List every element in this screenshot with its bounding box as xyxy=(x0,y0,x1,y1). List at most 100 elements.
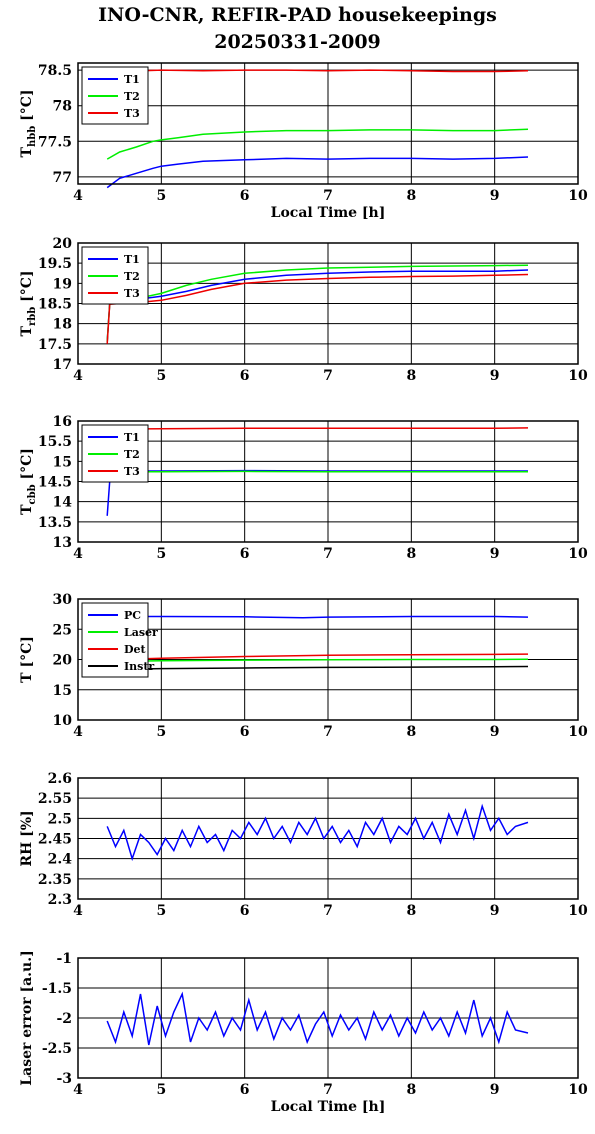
y-tick-label: 2.55 xyxy=(38,791,72,807)
y-tick-label: 20 xyxy=(53,236,73,252)
series-line-t3 xyxy=(106,273,529,344)
x-tick-label: 9 xyxy=(490,368,500,384)
y-axis-label-main: T xyxy=(19,146,35,157)
y-axis-label: Laser error [a.u.] xyxy=(19,950,35,1085)
x-tick-label: 7 xyxy=(323,188,333,204)
y-tick-label: -2 xyxy=(56,1011,72,1027)
x-tick-label: 6 xyxy=(240,903,250,919)
series-line-t1 xyxy=(106,156,529,189)
x-tick-label: 6 xyxy=(240,546,250,562)
y-tick-label: 14.5 xyxy=(38,475,72,491)
x-tick-label: 5 xyxy=(156,903,166,919)
legend: T1 T2 T3 xyxy=(81,424,149,483)
x-tick-label: 5 xyxy=(156,1082,166,1098)
x-tick-label: 5 xyxy=(156,188,166,204)
x-tick-label: 7 xyxy=(323,1082,333,1098)
y-tick-label: -2.5 xyxy=(42,1041,72,1057)
chart-panel-5: 4 5 6 7 8 9 10 2.6 2.55 2.5 2.45 2.4 2.35 2.3 RH [%] xyxy=(19,771,588,919)
x-tick-label: 9 xyxy=(490,903,500,919)
series-line-t2 xyxy=(106,128,529,160)
plot-frame xyxy=(77,777,579,900)
plot-frame xyxy=(77,420,579,543)
x-tick-label: 8 xyxy=(406,1082,416,1098)
x-tick-label: 9 xyxy=(490,1082,500,1098)
legend: PC Laser Det Instr xyxy=(81,602,158,678)
series-line-t1 xyxy=(106,469,528,516)
series-line-laser xyxy=(119,658,529,663)
y-tick-label: 17 xyxy=(53,357,72,373)
y-axis-label: T [°C] xyxy=(19,636,35,683)
series-line-data xyxy=(106,991,529,1046)
x-tick-label: 6 xyxy=(240,368,250,384)
x-tick-label: 6 xyxy=(240,724,250,740)
x-tick-label: 6 xyxy=(240,188,250,204)
series-line-instr xyxy=(119,665,529,670)
x-tick-label: 9 xyxy=(490,188,500,204)
y-axis-label: RH [%] xyxy=(19,810,35,866)
x-tick-label: 4 xyxy=(73,188,83,204)
x-tick-label: 10 xyxy=(568,368,588,384)
plot-frame xyxy=(77,957,579,1079)
x-tick-label: 4 xyxy=(73,1082,83,1098)
y-axis-label-unit: [°C] xyxy=(19,271,35,307)
y-axis-label-subscript: cbb xyxy=(27,484,38,504)
y-tick-label: 19 xyxy=(53,276,72,292)
y-tick-label: 13.5 xyxy=(38,515,72,531)
series-line-data xyxy=(106,803,529,862)
y-tick-label: 13 xyxy=(53,535,72,551)
y-tick-label: 78 xyxy=(53,99,72,115)
legend-label-t1: T1 xyxy=(124,431,140,444)
y-tick-label: 2.5 xyxy=(48,811,72,827)
x-tick-label: 5 xyxy=(156,368,166,384)
y-tick-label: 10 xyxy=(53,713,73,729)
x-tick-label: 10 xyxy=(568,546,588,562)
plot-frame xyxy=(77,242,579,365)
series-line-t3 xyxy=(107,69,529,73)
y-tick-label: 19.5 xyxy=(38,256,72,272)
legend-label-pc: PC xyxy=(124,609,141,622)
y-axis-label-main: T xyxy=(19,504,35,515)
x-tick-label: 7 xyxy=(323,546,333,562)
legend-label-t2: T2 xyxy=(124,270,140,283)
y-tick-label: -3 xyxy=(56,1071,72,1087)
y-tick-label: 17.5 xyxy=(38,337,72,353)
x-tick-label: 8 xyxy=(406,546,416,562)
y-axis-label-main: T xyxy=(19,325,35,336)
plot-frame xyxy=(77,62,579,185)
y-axis-label: Trbb [°C] xyxy=(19,271,38,337)
y-tick-label: 18.5 xyxy=(38,297,72,313)
x-axis-label: Local Time [h] xyxy=(271,205,386,221)
y-axis-label-unit: [°C] xyxy=(19,90,35,126)
series-line-pc xyxy=(119,615,529,619)
y-tick-label: 15.5 xyxy=(38,434,72,450)
y-tick-label: 77 xyxy=(53,170,72,186)
x-tick-label: 10 xyxy=(568,188,588,204)
legend-label-det: Det xyxy=(124,643,147,656)
y-tick-label: 77.5 xyxy=(38,134,72,150)
legend-label-t3: T3 xyxy=(124,465,140,478)
legend-label-t1: T1 xyxy=(124,73,140,86)
x-tick-label: 10 xyxy=(568,903,588,919)
x-tick-label: 9 xyxy=(490,724,500,740)
legend-label-t3: T3 xyxy=(124,107,140,120)
chart-title-line1: INO-CNR, REFIR-PAD housekeepings xyxy=(98,4,497,26)
legend: T1 T2 T3 xyxy=(81,246,149,305)
legend-label-laser: Laser xyxy=(124,626,158,639)
legend: T1 T2 T3 xyxy=(81,66,149,125)
x-tick-label: 7 xyxy=(323,903,333,919)
y-tick-label: 15 xyxy=(53,454,72,470)
x-tick-label: 10 xyxy=(568,1082,588,1098)
legend-label-instr: Instr xyxy=(124,660,154,673)
x-tick-label: 8 xyxy=(406,188,416,204)
plot-frame xyxy=(77,598,579,721)
y-tick-label: 2.35 xyxy=(38,872,72,888)
y-tick-label: 30 xyxy=(53,592,73,608)
y-tick-label: 2.3 xyxy=(48,892,72,908)
x-tick-label: 4 xyxy=(73,546,83,562)
series-line-det xyxy=(119,653,529,661)
legend-label-t1: T1 xyxy=(124,253,140,266)
y-axis-label-main: T [°C] xyxy=(19,636,35,683)
